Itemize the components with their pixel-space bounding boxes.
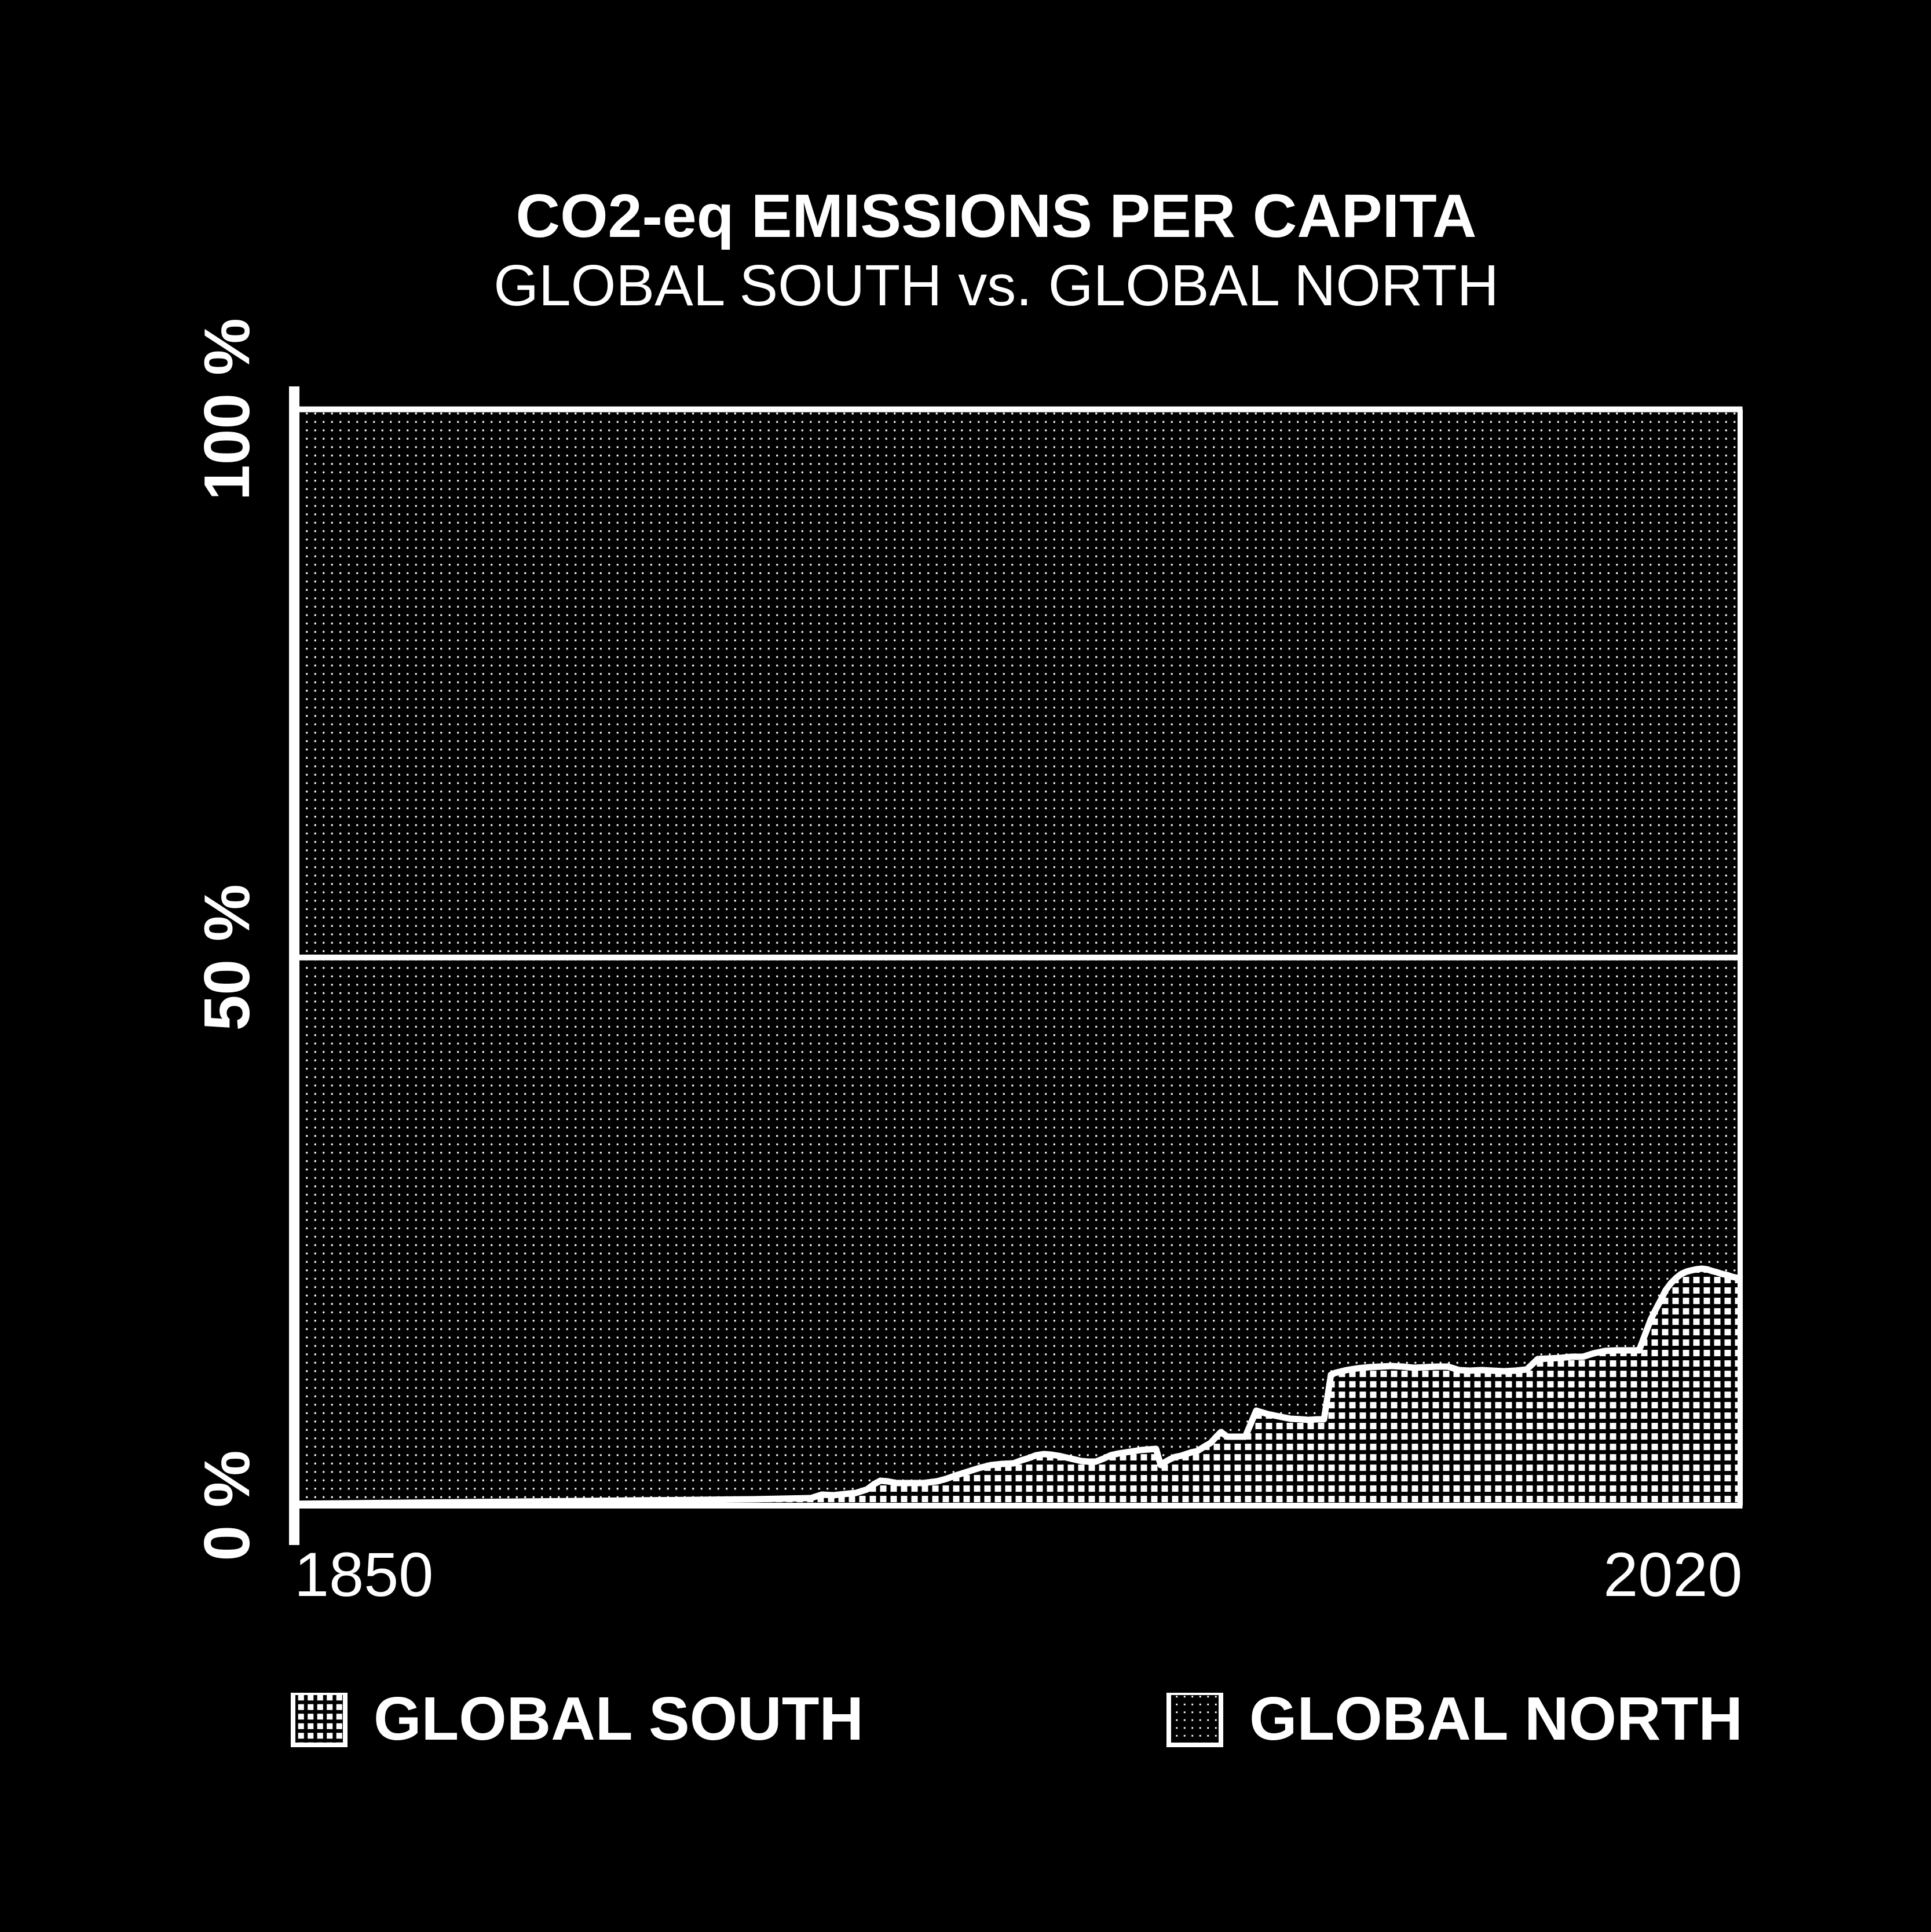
svg-text:GLOBAL NORTH: GLOBAL NORTH <box>1249 1693 1743 1753</box>
svg-text:100 %: 100 % <box>191 318 263 501</box>
svg-text:50 %: 50 % <box>191 884 263 1031</box>
svg-text:0 %: 0 % <box>191 1450 263 1561</box>
svg-text:1850: 1850 <box>294 1539 433 1609</box>
svg-text:2020: 2020 <box>1603 1539 1742 1609</box>
svg-text:GLOBAL SOUTH: GLOBAL SOUTH <box>374 1693 864 1753</box>
